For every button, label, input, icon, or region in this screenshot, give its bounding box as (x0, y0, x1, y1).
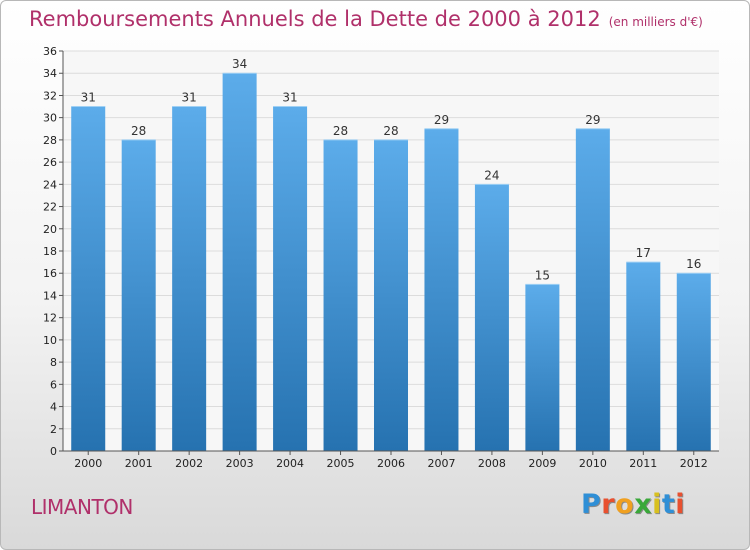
x-tick-label: 2007 (427, 457, 455, 470)
data-label: 29 (434, 113, 449, 127)
bars (71, 72, 711, 452)
data-label: 16 (686, 257, 701, 271)
x-tick-label: 2011 (629, 457, 657, 470)
y-tick-label: 12 (43, 312, 57, 325)
x-tick-label: 2009 (528, 457, 556, 470)
x-tick-label: 2003 (226, 457, 254, 470)
y-tick-label: 18 (43, 245, 57, 258)
bar (323, 139, 358, 451)
data-label: 17 (636, 246, 651, 260)
logo-letter: r (601, 489, 616, 520)
bar (474, 184, 509, 452)
logo-letter: i (675, 489, 686, 520)
chart-title: Remboursements Annuels de la Dette de 20… (29, 7, 703, 31)
data-label: 31 (81, 91, 96, 105)
logo-letter: P (581, 489, 602, 520)
x-tick-label: 2008 (478, 457, 506, 470)
y-tick-label: 34 (43, 67, 57, 80)
y-tick-label: 16 (43, 267, 57, 280)
bar (374, 139, 408, 451)
logo-letter: t (661, 489, 676, 520)
bar (121, 139, 156, 451)
y-tick-label: 26 (43, 156, 57, 169)
y-tick-label: 32 (43, 89, 57, 102)
labels: 0246810121416182022242628303234363120002… (43, 45, 708, 470)
bar (676, 273, 711, 451)
bar (424, 128, 459, 451)
axes (59, 50, 719, 455)
y-tick-label: 30 (43, 112, 57, 125)
data-label: 31 (182, 91, 197, 105)
y-tick-label: 36 (43, 45, 57, 58)
x-tick-label: 2010 (579, 457, 607, 470)
y-tick-label: 10 (43, 334, 57, 347)
data-label: 24 (484, 168, 499, 182)
x-tick-label: 2000 (74, 457, 102, 470)
proxiti-logo[interactable]: Proxiti (581, 489, 685, 520)
y-tick-label: 20 (43, 223, 57, 236)
data-label: 28 (383, 124, 398, 138)
bar (626, 262, 661, 451)
logo-letter: i (652, 489, 662, 520)
bar (273, 106, 308, 452)
data-label: 29 (585, 113, 600, 127)
y-tick-label: 6 (50, 378, 57, 391)
bar (575, 128, 610, 451)
y-tick-label: 28 (43, 134, 57, 147)
y-tick-label: 24 (43, 178, 57, 191)
y-tick-label: 0 (50, 445, 57, 458)
bar (525, 284, 560, 451)
logo-letter: x (634, 489, 653, 520)
y-tick-label: 8 (50, 356, 57, 369)
title-text: Remboursements Annuels de la Dette de 20… (29, 7, 601, 31)
x-tick-label: 2005 (327, 457, 355, 470)
x-tick-label: 2004 (276, 457, 304, 470)
logo-letter: o (615, 489, 635, 520)
x-tick-label: 2012 (680, 457, 708, 470)
bar (71, 106, 106, 452)
y-tick-label: 4 (50, 401, 57, 414)
y-tick-label: 2 (50, 423, 57, 436)
commune-name: LIMANTON (31, 495, 133, 519)
x-tick-label: 2002 (175, 457, 203, 470)
data-label: 28 (333, 124, 348, 138)
bar (222, 73, 257, 451)
y-tick-label: 14 (43, 289, 57, 302)
chart-subtitle: (en milliers d'€) (608, 15, 703, 29)
x-tick-label: 2006 (377, 457, 405, 470)
y-tick-label: 22 (43, 201, 57, 214)
bar (172, 106, 207, 452)
data-label: 15 (535, 268, 550, 282)
data-label: 28 (131, 124, 146, 138)
x-tick-label: 2001 (125, 457, 153, 470)
data-label: 34 (232, 57, 247, 71)
data-label: 31 (282, 91, 297, 105)
